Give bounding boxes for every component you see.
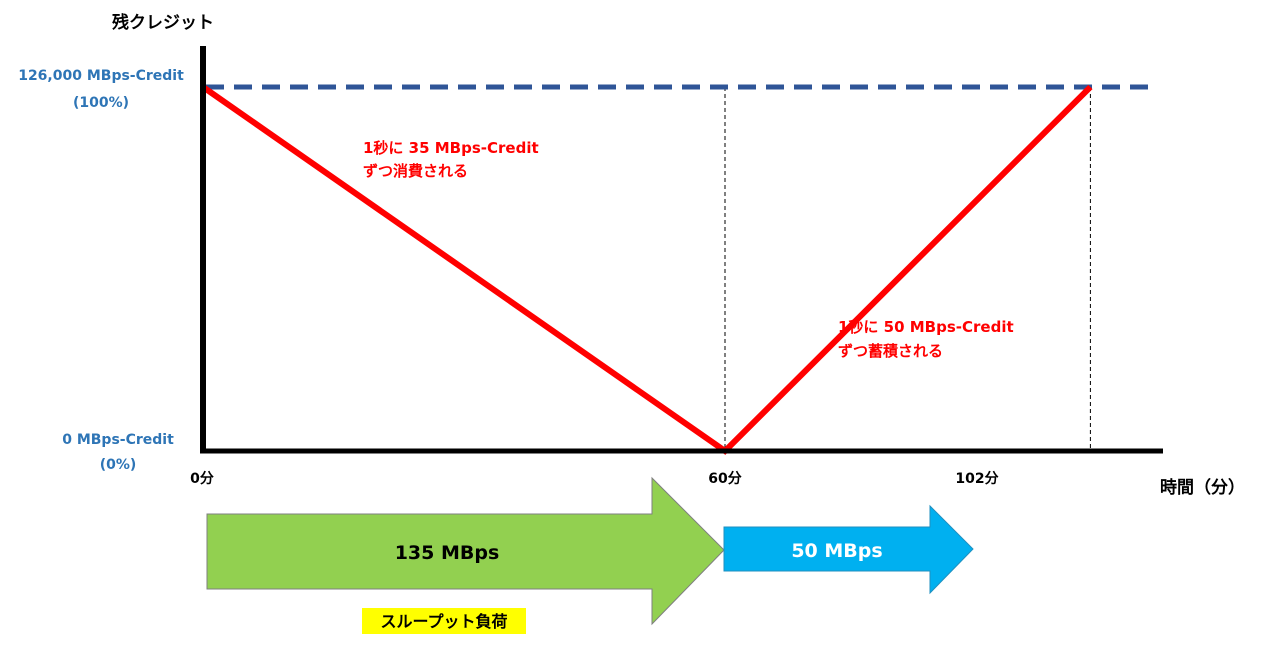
credit-balance-line	[201, 84, 1093, 455]
consume-annotation-line2: ずつ消費される	[363, 162, 468, 180]
y-tick-bottom: 0 MBps-Credit	[62, 432, 174, 448]
high-load-label: 135 MBps	[395, 542, 500, 564]
x-tick-102: 102分	[955, 471, 998, 487]
high-load-arrow	[206, 476, 725, 626]
low-load-label: 50 MBps	[791, 540, 882, 562]
accumulate-annotation-line1: 1秒に 50 MBps-Credit	[838, 318, 1014, 336]
consume-annotation-line1: 1秒に 35 MBps-Credit	[363, 139, 539, 157]
y-tick-bottom-percent: (0%)	[100, 457, 137, 473]
x-tick-60: 60分	[708, 471, 741, 487]
y-axis-title: 残クレジット	[112, 12, 214, 33]
x-tick-0: 0分	[190, 471, 214, 487]
x-axis-title: 時間（分）	[1160, 477, 1245, 498]
y-tick-top: 126,000 MBps-Credit	[18, 68, 184, 84]
low-load-arrow	[723, 504, 974, 595]
accumulate-annotation-line2: ずつ蓄積される	[838, 342, 943, 360]
load-caption: スループット負荷	[380, 612, 507, 631]
caption-highlight	[362, 608, 526, 634]
y-tick-top-percent: (100%)	[73, 95, 129, 111]
